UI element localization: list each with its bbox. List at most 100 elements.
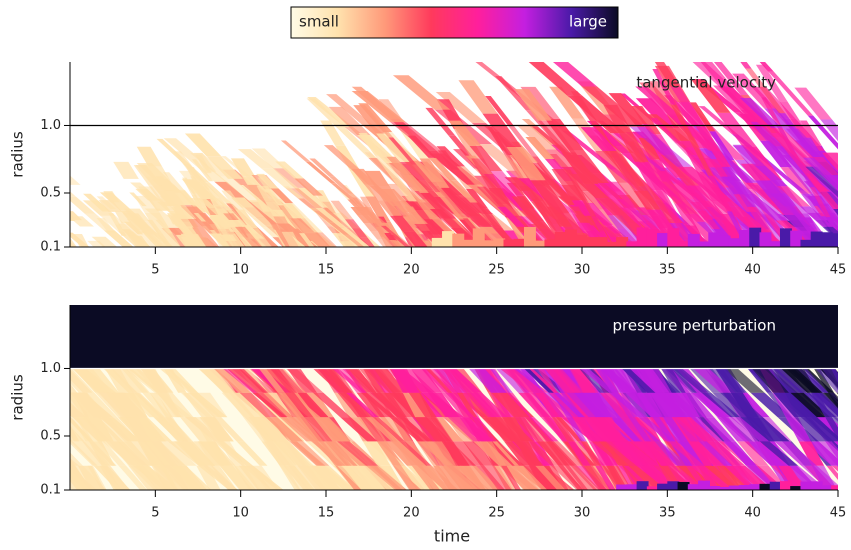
heatmap-streak — [330, 183, 361, 205]
heatmap-streak — [828, 392, 838, 402]
heatmap-band — [667, 481, 680, 490]
heatmap-streak — [230, 158, 255, 177]
heatmap-streak — [620, 172, 648, 192]
heatmap-streak — [241, 207, 265, 218]
heatmap-streak — [178, 189, 195, 202]
heatmap-streak — [389, 215, 415, 232]
heatmap-streak — [396, 417, 430, 442]
heatmap-streak — [378, 216, 388, 223]
heatmap-streak — [229, 220, 245, 227]
heatmap-streak — [843, 393, 851, 417]
heatmap-streak — [730, 417, 770, 442]
heatmap-streak — [441, 441, 470, 466]
heatmap-streak — [287, 417, 318, 442]
heatmap-streak — [768, 71, 814, 116]
heatmap-band — [820, 232, 833, 247]
heatmap-streak — [798, 441, 825, 466]
heatmap-streak — [627, 141, 646, 163]
heatmap-band — [698, 241, 710, 247]
heatmap-streak — [689, 102, 716, 132]
heatmap-streak — [834, 187, 838, 192]
heatmap-band — [759, 483, 772, 490]
heatmap-streak — [815, 441, 838, 466]
heatmap-streak — [297, 392, 327, 418]
heatmap-band — [749, 227, 762, 247]
heatmap-streak — [184, 133, 222, 157]
heatmap-streak — [425, 107, 456, 136]
heatmap-streak — [188, 392, 228, 418]
heatmap-streak — [335, 465, 362, 490]
heatmap-streak — [279, 441, 307, 466]
heatmap-upper-region — [70, 305, 838, 369]
heatmap-band — [667, 228, 680, 247]
heatmap-streak — [273, 216, 293, 232]
heatmap-streak — [669, 196, 706, 222]
heatmap-streak — [125, 417, 152, 442]
heatmap-streak — [843, 221, 851, 234]
heatmap-streak — [677, 465, 704, 490]
heatmap-streak — [660, 154, 700, 186]
heatmap-streak — [213, 417, 245, 442]
heatmap-band — [677, 241, 690, 247]
heatmap-streak — [837, 210, 838, 211]
colorbar-high-label: large — [569, 13, 607, 31]
heatmap-streak — [134, 417, 164, 442]
x-tick-label: 10 — [232, 263, 249, 278]
heatmap-streak — [136, 146, 163, 167]
heatmap-streak — [133, 165, 162, 186]
heatmap-streak — [203, 465, 238, 490]
heatmap-streak — [419, 158, 450, 188]
heatmap-streak — [585, 230, 601, 239]
heatmap-streak — [821, 368, 838, 391]
heatmap-streak — [846, 417, 851, 441]
heatmap-streak — [337, 441, 379, 466]
heatmap-streak — [364, 368, 402, 393]
heatmap-streak — [118, 441, 148, 466]
heatmap-streak — [469, 145, 503, 172]
heatmap-streak — [139, 441, 165, 466]
heatmap-streak — [750, 121, 797, 164]
heatmap-streak — [365, 206, 377, 217]
heatmap-streak — [839, 441, 851, 465]
colorbar — [290, 6, 619, 39]
heatmap-band — [626, 484, 639, 490]
heatmap-band — [790, 486, 803, 490]
heatmap-streak — [187, 170, 210, 190]
heatmap-streak — [466, 189, 488, 209]
heatmap-streak — [514, 89, 553, 121]
heatmap-band — [718, 486, 731, 490]
heatmap-streak — [704, 219, 721, 229]
heatmap-streak — [389, 239, 402, 247]
heatmap-streak — [759, 62, 774, 72]
heatmap-streak — [790, 392, 831, 418]
heatmap-streak — [337, 209, 354, 220]
heatmap-streak — [31, 204, 56, 218]
heatmap-streak — [173, 151, 196, 171]
heatmap-streak — [237, 149, 275, 169]
heatmap-streak — [285, 368, 324, 393]
heatmap-streak — [351, 90, 406, 123]
heatmap-streak — [840, 393, 851, 417]
heatmap-streak — [628, 417, 652, 442]
heatmap-streak — [567, 441, 591, 466]
heatmap-streak — [845, 196, 851, 221]
heatmap-streak — [312, 441, 343, 466]
heatmap-streak — [573, 185, 588, 201]
heatmap — [0, 305, 851, 490]
heatmap-streak — [670, 417, 699, 442]
heatmap-streak — [485, 95, 515, 127]
heatmap-streak — [86, 368, 113, 393]
heatmap-streak — [691, 79, 731, 113]
heatmap-streak — [530, 180, 570, 214]
heatmap-streak — [805, 166, 838, 198]
heatmap-streak — [633, 417, 661, 442]
heatmap-streak — [87, 240, 106, 247]
heatmap-streak — [846, 151, 851, 183]
heatmap-streak — [569, 368, 599, 393]
heatmap-streak — [393, 465, 418, 490]
heatmap-streak — [779, 101, 811, 138]
heatmap-streak — [730, 392, 759, 418]
heatmap-streak — [392, 75, 451, 110]
heatmap-streak — [414, 223, 440, 236]
heatmap-streak — [0, 368, 4, 392]
